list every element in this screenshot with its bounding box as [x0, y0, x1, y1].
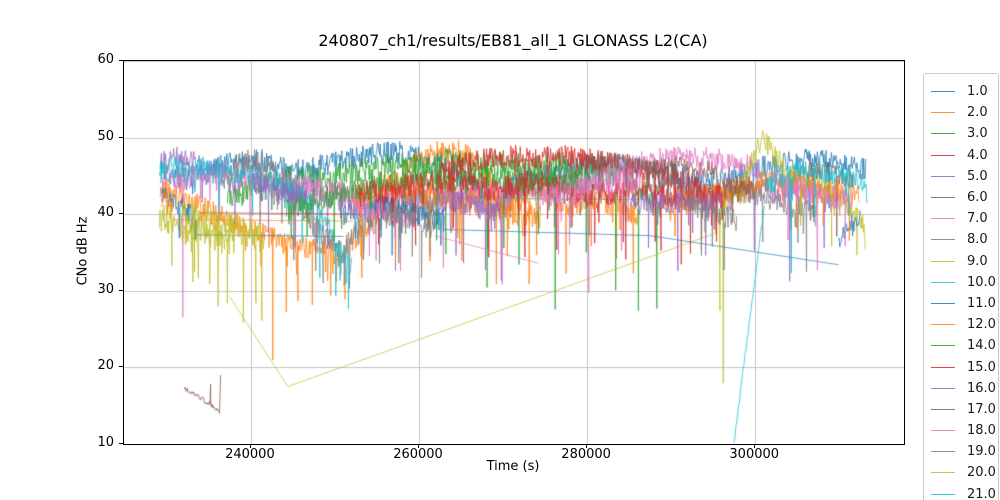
legend-label: 6.0: [967, 190, 988, 206]
legend-line-sample: [931, 345, 955, 347]
legend-entry: 11.0: [924, 293, 998, 314]
legend-label: 9.0: [967, 253, 988, 269]
legend-line-sample: [931, 281, 955, 283]
x-tick-label: 240000: [225, 447, 275, 462]
legend-line-sample: [931, 91, 955, 93]
legend-entry: 6.0: [924, 187, 998, 208]
legend-entry: 5.0: [924, 166, 998, 187]
x-tick-mark: [754, 444, 756, 448]
legend-line-sample: [931, 408, 955, 410]
y-tick-label: 20: [97, 358, 114, 374]
legend-line-sample: [931, 133, 955, 135]
legend-label: 19.0: [967, 444, 996, 460]
legend: 1.0 2.0 3.0 4.0 5.0 6.0 7.0 8.0 9.0 10.0 11.0 12.0 1…: [923, 73, 999, 500]
legend-label: 16.0: [967, 380, 996, 396]
legend-entry: 18.0: [924, 420, 998, 441]
legend-entry: 19.0: [924, 441, 998, 462]
legend-entry: 16.0: [924, 378, 998, 399]
legend-line-sample: [931, 493, 955, 495]
legend-label: 15.0: [967, 359, 996, 375]
legend-label: 2.0: [967, 105, 988, 121]
y-axis-label: CNo dB Hz: [75, 216, 91, 286]
legend-line-sample: [931, 260, 955, 262]
legend-entry: 10.0: [924, 272, 998, 293]
legend-line-sample: [931, 197, 955, 199]
legend-entry: 21.0: [924, 484, 998, 500]
legend-label: 7.0: [967, 211, 988, 227]
legend-line-sample: [931, 472, 955, 474]
y-tick-mark: [119, 60, 123, 61]
legend-label: 17.0: [967, 401, 996, 417]
x-tick-mark: [249, 444, 251, 448]
legend-label: 12.0: [967, 317, 996, 333]
chart-canvas: [124, 61, 904, 444]
x-tick-label: 260000: [393, 447, 443, 462]
legend-line-sample: [931, 218, 955, 220]
plot-area: [123, 60, 905, 445]
legend-entry: 7.0: [924, 208, 998, 229]
x-axis-label: Time (s): [486, 459, 540, 474]
legend-label: 8.0: [967, 232, 988, 248]
legend-entry: 2.0: [924, 102, 998, 123]
legend-label: 5.0: [967, 168, 988, 184]
legend-entry: 4.0: [924, 145, 998, 166]
legend-line-sample: [931, 154, 955, 156]
legend-line-sample: [931, 430, 955, 432]
y-tick-mark: [119, 136, 123, 138]
legend-entry: 3.0: [924, 123, 998, 144]
legend-line-sample: [931, 324, 955, 326]
x-tick-mark: [418, 444, 420, 448]
y-tick-label: 60: [97, 52, 114, 67]
y-tick-mark: [119, 443, 123, 444]
legend-line-sample: [931, 451, 955, 453]
legend-label: 4.0: [967, 147, 988, 163]
legend-entry: 1.0: [924, 81, 998, 102]
legend-label: 21.0: [967, 486, 996, 500]
x-tick-label: 300000: [729, 447, 780, 462]
y-tick-mark: [119, 289, 123, 291]
legend-line-sample: [931, 112, 955, 114]
legend-entry: 15.0: [924, 356, 998, 377]
legend-entry: 9.0: [924, 251, 998, 272]
legend-label: 3.0: [967, 126, 988, 142]
legend-entry: 8.0: [924, 229, 998, 250]
legend-line-sample: [931, 302, 955, 304]
y-tick-mark: [119, 213, 123, 215]
legend-label: 11.0: [967, 295, 996, 311]
legend-label: 20.0: [967, 465, 996, 481]
legend-entry: 17.0: [924, 399, 998, 420]
legend-line-sample: [931, 387, 955, 389]
legend-entry: 20.0: [924, 462, 998, 483]
y-tick-label: 40: [97, 205, 114, 221]
legend-line-sample: [931, 175, 955, 177]
legend-line-sample: [931, 239, 955, 241]
legend-line-sample: [931, 366, 955, 368]
y-tick-label: 30: [97, 281, 114, 297]
y-tick-label: 50: [97, 128, 114, 144]
chart-title: 240807_ch1/results/EB81_all_1 GLONASS L2…: [318, 31, 708, 50]
legend-label: 1.0: [967, 84, 988, 100]
legend-label: 10.0: [967, 274, 996, 290]
x-tick-mark: [586, 444, 588, 448]
y-tick-mark: [119, 366, 123, 368]
legend-label: 14.0: [967, 338, 996, 354]
legend-label: 18.0: [967, 423, 996, 439]
x-tick-label: 280000: [561, 447, 611, 462]
legend-entry: 14.0: [924, 335, 998, 356]
legend-entry: 12.0: [924, 314, 998, 335]
y-tick-label: 10: [97, 435, 114, 450]
